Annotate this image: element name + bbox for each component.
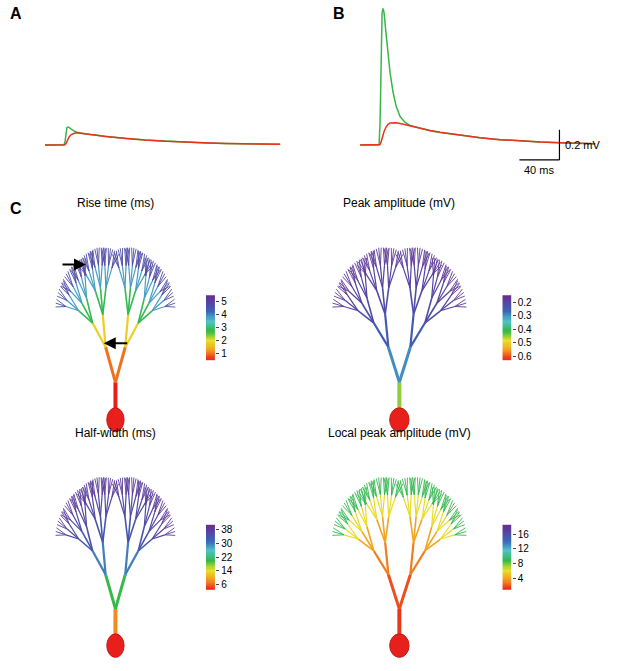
svg-text:C: C [10, 200, 22, 217]
svg-text:0.4: 0.4 [518, 324, 532, 335]
svg-text:B: B [333, 5, 345, 22]
svg-text:3: 3 [221, 322, 227, 333]
svg-text:Peak amplitude (mV): Peak amplitude (mV) [343, 196, 455, 210]
svg-text:0.5: 0.5 [518, 337, 532, 348]
svg-text:Rise time (ms): Rise time (ms) [77, 196, 154, 210]
svg-text:0.3: 0.3 [518, 310, 532, 321]
svg-text:4: 4 [221, 309, 227, 320]
svg-text:40 ms: 40 ms [524, 164, 554, 176]
svg-text:30: 30 [221, 538, 233, 549]
svg-text:38: 38 [221, 524, 233, 535]
svg-text:4: 4 [518, 573, 524, 584]
svg-text:8: 8 [518, 558, 524, 569]
svg-text:0.2: 0.2 [518, 297, 532, 308]
svg-text:12: 12 [518, 543, 530, 554]
svg-text:Half-width (ms): Half-width (ms) [75, 426, 156, 440]
svg-text:5: 5 [221, 296, 227, 307]
svg-text:16: 16 [518, 529, 530, 540]
svg-text:0.6: 0.6 [518, 351, 532, 362]
svg-text:A: A [10, 5, 22, 22]
svg-text:2: 2 [221, 335, 227, 346]
svg-text:22: 22 [221, 552, 233, 563]
svg-text:0.2 mV: 0.2 mV [565, 139, 601, 151]
svg-text:14: 14 [221, 565, 233, 576]
svg-text:Local peak amplitude (mV): Local peak amplitude (mV) [328, 426, 471, 440]
svg-text:1: 1 [221, 348, 227, 359]
svg-text:6: 6 [221, 579, 227, 590]
